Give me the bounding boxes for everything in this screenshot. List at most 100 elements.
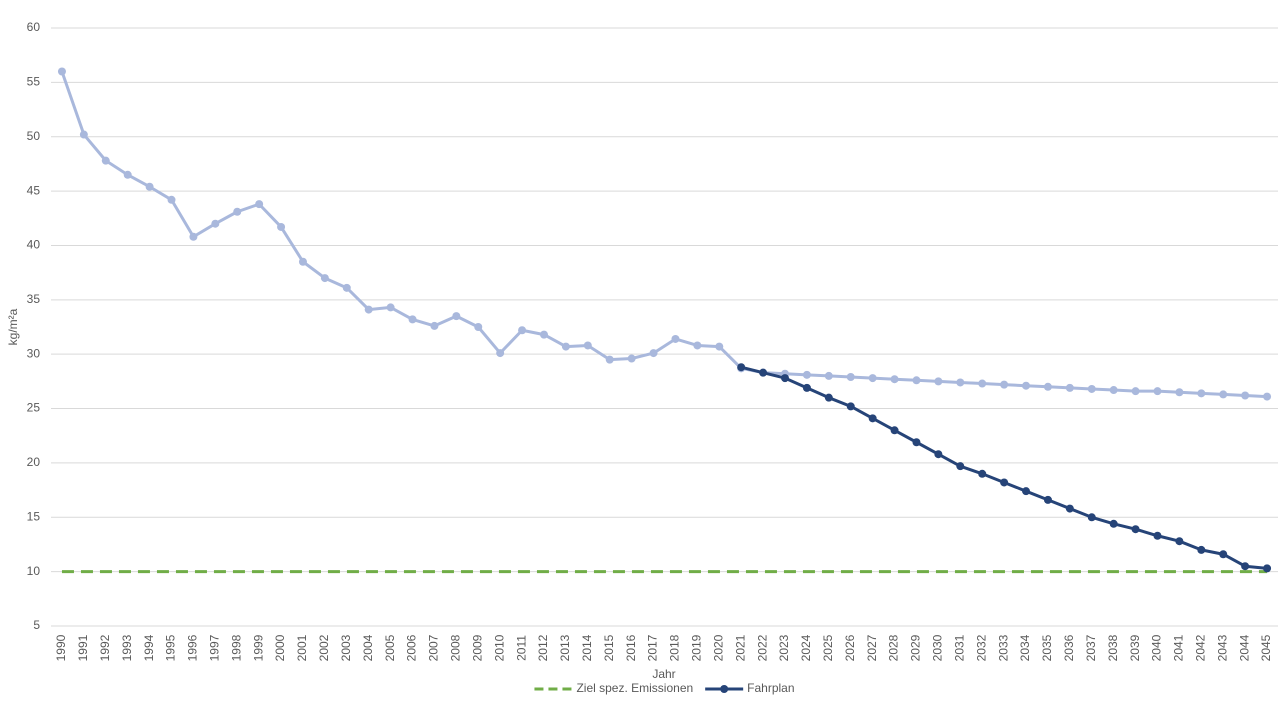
y-tick-label: 25 (27, 401, 41, 415)
data-point (781, 374, 790, 383)
data-point (1131, 525, 1140, 534)
legend-marker (720, 685, 729, 693)
x-tick-label: 2012 (536, 634, 550, 661)
x-tick-label: 2003 (339, 634, 353, 661)
data-point (1000, 380, 1009, 389)
data-point (1219, 550, 1228, 559)
x-tick-label: 2042 (1193, 634, 1207, 661)
x-tick-label: 2000 (273, 634, 287, 661)
x-tick-label: 1993 (120, 634, 134, 661)
data-point (649, 349, 658, 358)
x-tick-label: 2038 (1106, 634, 1120, 661)
data-point (868, 414, 877, 423)
data-point (1043, 382, 1052, 391)
x-tick-label: 1992 (98, 634, 112, 661)
data-point (1153, 531, 1162, 540)
data-point (1022, 381, 1031, 390)
data-point (211, 219, 220, 228)
data-point (737, 363, 746, 372)
x-tick-label: 2009 (470, 634, 484, 661)
x-tick-label: 2043 (1215, 634, 1229, 661)
data-point (518, 326, 527, 335)
data-point (759, 368, 768, 377)
data-point (912, 438, 921, 447)
data-point (1065, 504, 1074, 513)
data-point (1175, 388, 1184, 397)
data-point (802, 370, 811, 379)
legend-label: Fahrplan (747, 681, 794, 695)
data-point (890, 426, 899, 435)
data-point (693, 341, 702, 350)
data-point (605, 355, 614, 364)
x-tick-label: 2040 (1150, 634, 1164, 661)
data-point (627, 354, 636, 363)
data-point (1197, 545, 1206, 554)
x-tick-label: 2044 (1237, 634, 1251, 661)
x-tick-label: 2005 (383, 634, 397, 661)
x-tick-label: 2018 (668, 634, 682, 661)
data-point (561, 342, 570, 351)
y-tick-label: 20 (27, 455, 41, 469)
x-tick-label: 1991 (76, 634, 90, 661)
x-tick-label: 2036 (1062, 634, 1076, 661)
y-tick-label: 45 (27, 183, 41, 197)
x-tick-label: 2007 (427, 634, 441, 661)
data-point (1087, 384, 1096, 393)
data-point (1131, 387, 1140, 396)
x-tick-label: 2041 (1172, 634, 1186, 661)
legend: Ziel spez. Emissionen Fahrplan (534, 681, 795, 695)
data-point (868, 374, 877, 383)
x-tick-label: 2028 (887, 634, 901, 661)
data-point (846, 402, 855, 411)
data-point (145, 182, 154, 191)
data-point (934, 450, 943, 459)
y-tick-label: 60 (27, 20, 41, 34)
x-tick-label: 1999 (251, 634, 265, 661)
x-tick-label: 2033 (996, 634, 1010, 661)
data-point (978, 469, 987, 478)
data-point (496, 349, 505, 358)
x-tick-label: 2029 (909, 634, 923, 661)
x-tick-label: 2001 (295, 634, 309, 661)
data-point (1175, 537, 1184, 546)
data-point (79, 130, 88, 139)
data-point (1241, 391, 1250, 400)
data-point (277, 222, 286, 231)
data-point (956, 378, 965, 387)
x-tick-label: 2031 (952, 634, 966, 661)
y-tick-label: 55 (27, 75, 41, 89)
series-line (60, 70, 1268, 399)
x-tick-label: 2013 (558, 634, 572, 661)
x-tick-label: 2030 (931, 634, 945, 661)
x-tick-label: 2017 (646, 634, 660, 661)
x-tick-label: 1998 (229, 634, 243, 661)
y-tick-label: 35 (27, 292, 41, 306)
x-tick-label: 2024 (799, 634, 813, 661)
data-point (934, 377, 943, 386)
x-tick-label: 2027 (865, 634, 879, 661)
x-tick-label: 1990 (54, 634, 68, 661)
x-tick-label: 2039 (1128, 634, 1142, 661)
x-tick-label: 2022 (755, 634, 769, 661)
data-point (802, 383, 811, 392)
x-axis-label: Jahr (652, 667, 675, 681)
x-tick-label: 1996 (186, 634, 200, 661)
x-tick-label: 2011 (514, 635, 528, 661)
data-point (846, 373, 855, 382)
data-point (890, 375, 899, 384)
data-point (956, 462, 965, 471)
x-tick-label: 2002 (317, 634, 331, 661)
x-tick-label: 2016 (624, 634, 638, 661)
data-point (386, 303, 395, 312)
data-point (233, 207, 242, 216)
data-point (978, 379, 987, 388)
x-tick-label: 2006 (405, 634, 419, 661)
data-point (123, 170, 132, 179)
y-tick-label: 10 (27, 564, 41, 578)
data-point (452, 312, 461, 321)
series-line (740, 365, 1268, 570)
data-point (1065, 383, 1074, 392)
y-axis-label: kg/m²a (6, 308, 20, 345)
x-tick-label: 1994 (142, 634, 156, 661)
